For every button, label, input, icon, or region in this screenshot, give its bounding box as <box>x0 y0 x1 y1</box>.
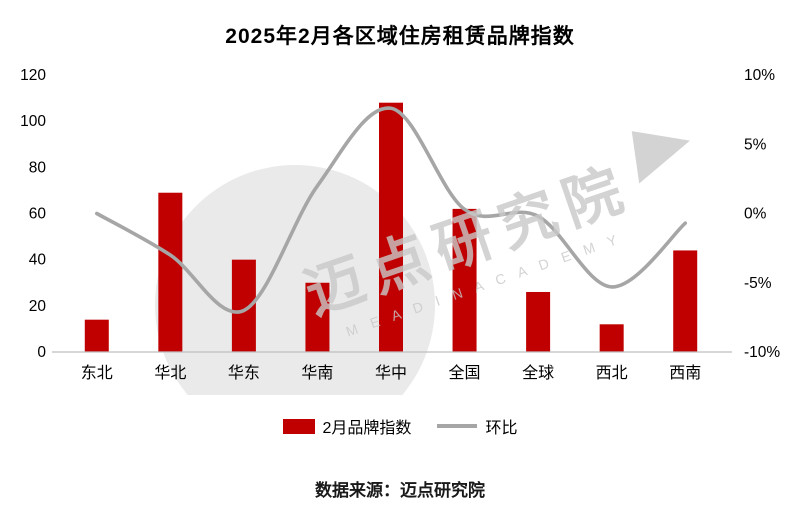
x-axis-label-2: 华东 <box>228 364 260 382</box>
x-axis-label-5: 全国 <box>449 364 481 382</box>
watermark-circle <box>155 165 435 445</box>
bar-5 <box>452 208 477 352</box>
bar-3 <box>305 282 330 352</box>
chart-area: 迈点研究院 M E A D I N A C A D E M Y 0 20 40 60 80 1… <box>0 60 800 445</box>
bar-series-swatch <box>282 418 315 434</box>
legend-item-line: 环比 <box>437 414 517 438</box>
x-axis-label-4: 华中 <box>375 364 407 382</box>
y-axis-tick-left-1: 20 <box>29 298 47 315</box>
legend-bar-label: 2月品牌指数 <box>322 420 412 437</box>
y-axis-tick-right-0: -10% <box>744 344 780 361</box>
x-axis-label-6: 全球 <box>522 364 554 382</box>
x-axis-label-0: 东北 <box>81 364 113 382</box>
bar-4 <box>379 102 403 352</box>
source-text: 数据来源：迈点研究院 <box>315 481 485 500</box>
bar-1 <box>158 192 183 352</box>
y-axis-tick-right-2: 0% <box>744 206 767 223</box>
y-axis-tick-left-6: 120 <box>20 67 46 84</box>
legend: 2月品牌指数 环比 <box>0 414 800 438</box>
watermark-triangle <box>631 131 691 184</box>
y-axis-tick-left-0: 0 <box>37 344 46 361</box>
y-axis-tick-left-3: 60 <box>29 206 47 223</box>
bar-7 <box>599 324 624 352</box>
x-axis-label-7: 西北 <box>596 364 628 382</box>
line-series-swatch <box>437 424 478 428</box>
y-axis-tick-right-1: -5% <box>744 275 772 292</box>
x-axis-label-8: 西南 <box>669 364 701 382</box>
trend-line <box>94 106 688 314</box>
y-axis-tick-right-3: 5% <box>744 136 767 153</box>
y-axis-tick-left-2: 40 <box>29 252 47 269</box>
x-axis-label-1: 华北 <box>154 364 186 382</box>
legend-item-bar: 2月品牌指数 <box>282 414 412 438</box>
y-axis-tick-left-4: 80 <box>29 159 47 176</box>
chart-title: 2025年2月各区域住房租赁品牌指数 <box>225 25 575 48</box>
bar-0 <box>84 319 109 352</box>
y-axis-tick-right-4: 10% <box>744 67 775 84</box>
x-axis-label-3: 华南 <box>301 364 333 382</box>
legend-line-label: 环比 <box>485 420 518 437</box>
y-axis-tick-left-5: 100 <box>20 113 46 130</box>
bar-8 <box>673 250 698 352</box>
bar-6 <box>526 291 551 352</box>
